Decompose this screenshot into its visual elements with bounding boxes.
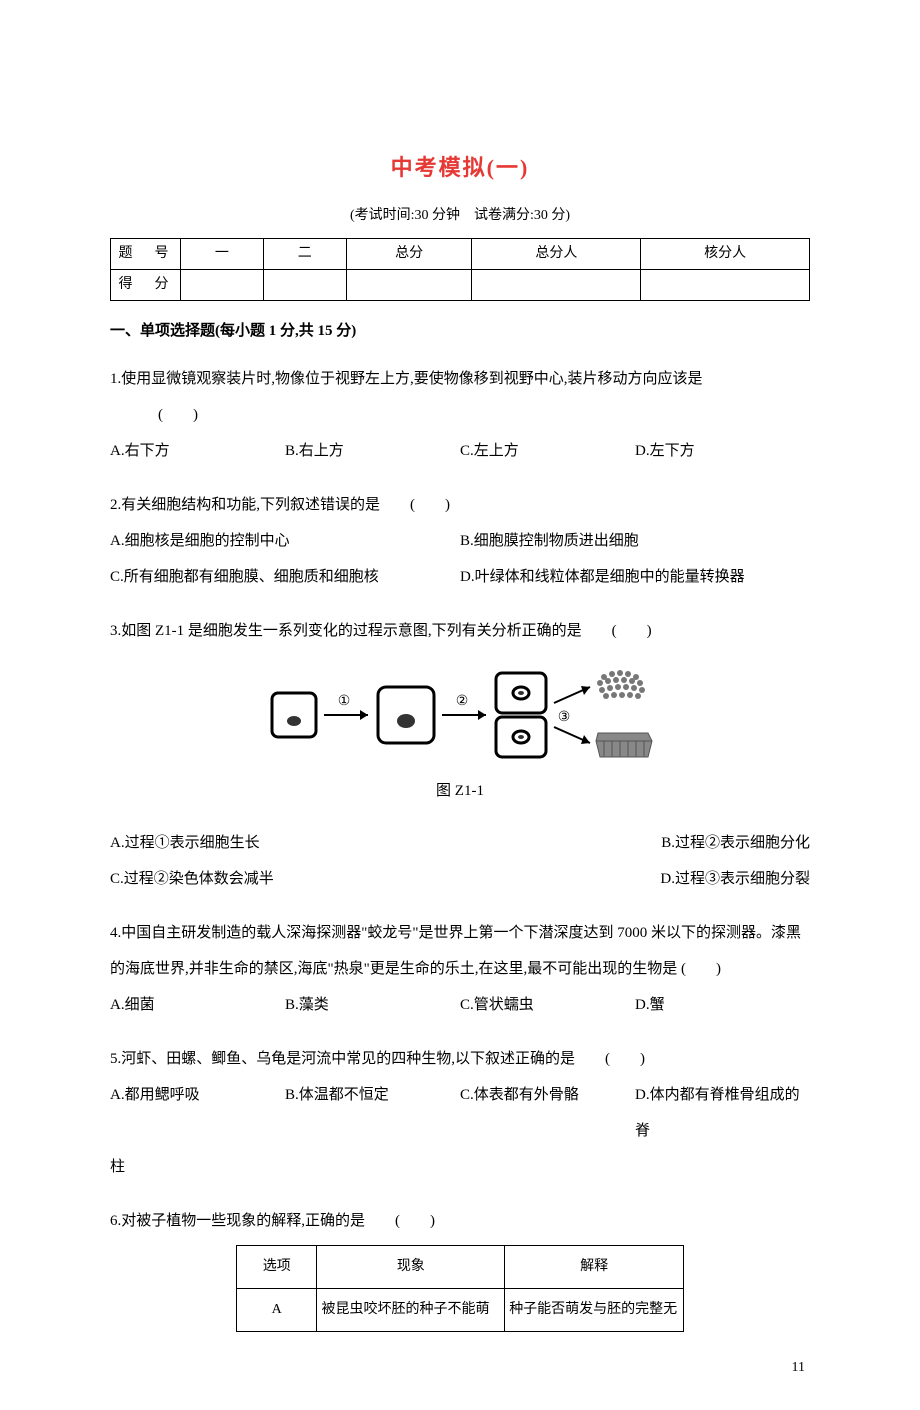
- score-row2-label: 得 分: [111, 269, 181, 300]
- fig-label-3: ③: [558, 710, 571, 725]
- q6-r0c1: 被昆虫咬坏胚的种子不能萌: [317, 1288, 505, 1331]
- q3-text: 3.如图 Z1-1 是细胞发生一系列变化的过程示意图,下列有关分析正确的是 ( …: [110, 613, 810, 649]
- q5-opt-c: C.体表都有外骨骼: [460, 1077, 635, 1149]
- section-a-heading: 一、单项选择题(每小题 1 分,共 15 分): [110, 319, 810, 343]
- q3-figure: ① ② ③: [110, 663, 810, 763]
- q4-opt-a: A.细菌: [110, 987, 285, 1023]
- score-cell: [181, 269, 264, 300]
- q4-text: 4.中国自主研发制造的载人深海探测器"蛟龙号"是世界上第一个下潜深度达到 700…: [110, 915, 810, 987]
- q2-opt-d: D.叶绿体和线粒体都是细胞中的能量转换器: [460, 559, 810, 595]
- q5-text: 5.河虾、田螺、鲫鱼、乌龟是河流中常见的四种生物,以下叙述正确的是 ( ): [110, 1041, 810, 1077]
- q2-opt-b: B.细胞膜控制物质进出细胞: [460, 523, 810, 559]
- q3-figure-caption: 图 Z1-1: [110, 773, 810, 809]
- score-cell: [472, 269, 641, 300]
- fig-label-2: ②: [456, 694, 469, 709]
- q4-opt-b: B.藻类: [285, 987, 460, 1023]
- score-h2: 二: [263, 238, 346, 269]
- question-2: 2.有关细胞结构和功能,下列叙述错误的是 ( ) A.细胞核是细胞的控制中心 B…: [110, 487, 810, 595]
- score-cell: [346, 269, 472, 300]
- q5-tail: 柱: [110, 1149, 810, 1185]
- score-h0: 题 号: [111, 238, 181, 269]
- q2-text: 2.有关细胞结构和功能,下列叙述错误的是 ( ): [110, 487, 810, 523]
- q1-opt-d: D.左下方: [635, 433, 810, 469]
- q6-th-2: 解释: [505, 1246, 684, 1289]
- q2-opt-c: C.所有细胞都有细胞膜、细胞质和细胞核: [110, 559, 460, 595]
- score-h4: 总分人: [472, 238, 641, 269]
- question-5: 5.河虾、田螺、鲫鱼、乌龟是河流中常见的四种生物,以下叙述正确的是 ( ) A.…: [110, 1041, 810, 1185]
- exam-meta: (考试时间:30 分钟 试卷满分:30 分): [110, 205, 810, 227]
- q1-opt-b: B.右上方: [285, 433, 460, 469]
- question-3: 3.如图 Z1-1 是细胞发生一系列变化的过程示意图,下列有关分析正确的是 ( …: [110, 613, 810, 897]
- q6-th-1: 现象: [317, 1246, 505, 1289]
- q4-opt-c: C.管状蠕虫: [460, 987, 635, 1023]
- q1-opt-a: A.右下方: [110, 433, 285, 469]
- score-h1: 一: [181, 238, 264, 269]
- q6-th-0: 选项: [237, 1246, 317, 1289]
- page-title: 中考模拟(一): [110, 150, 810, 185]
- fig-label-1: ①: [338, 694, 351, 709]
- q4-opt-d: D.蟹: [635, 987, 810, 1023]
- question-6: 6.对被子植物一些现象的解释,正确的是 ( ) 选项 现象 解释 A 被昆虫咬坏…: [110, 1203, 810, 1331]
- q2-opt-a: A.细胞核是细胞的控制中心: [110, 523, 460, 559]
- page-number: 11: [792, 1357, 805, 1379]
- q6-text: 6.对被子植物一些现象的解释,正确的是 ( ): [110, 1203, 810, 1239]
- question-4: 4.中国自主研发制造的载人深海探测器"蛟龙号"是世界上第一个下潜深度达到 700…: [110, 915, 810, 1023]
- cell-diagram-svg: ① ② ③: [260, 663, 660, 763]
- q6-r0c0: A: [237, 1288, 317, 1331]
- q6-r0c2: 种子能否萌发与胚的完整无: [505, 1288, 684, 1331]
- q1-blank: ( ): [110, 397, 810, 433]
- q6-table: 选项 现象 解释 A 被昆虫咬坏胚的种子不能萌 种子能否萌发与胚的完整无: [236, 1245, 684, 1331]
- score-h3: 总分: [346, 238, 472, 269]
- q5-opt-a: A.都用鳃呼吸: [110, 1077, 285, 1149]
- q5-opt-d: D.体内都有脊椎骨组成的脊: [635, 1077, 810, 1149]
- q3-opt-c: C.过程②染色体数会减半: [110, 861, 284, 897]
- q1-text: 1.使用显微镜观察装片时,物像位于视野左上方,要使物像移到视野中心,装片移动方向…: [110, 361, 810, 397]
- question-1: 1.使用显微镜观察装片时,物像位于视野左上方,要使物像移到视野中心,装片移动方向…: [110, 361, 810, 469]
- q3-opt-b: B.过程②表示细胞分化: [661, 825, 810, 861]
- q1-opt-c: C.左上方: [460, 433, 635, 469]
- q3-opt-d: D.过程③表示细胞分裂: [660, 861, 810, 897]
- score-cell: [641, 269, 810, 300]
- score-h5: 核分人: [641, 238, 810, 269]
- score-table: 题 号 一 二 总分 总分人 核分人 得 分: [110, 238, 810, 302]
- q3-opt-a: A.过程①表示细胞生长: [110, 825, 270, 861]
- q5-opt-b: B.体温都不恒定: [285, 1077, 460, 1149]
- score-cell: [263, 269, 346, 300]
